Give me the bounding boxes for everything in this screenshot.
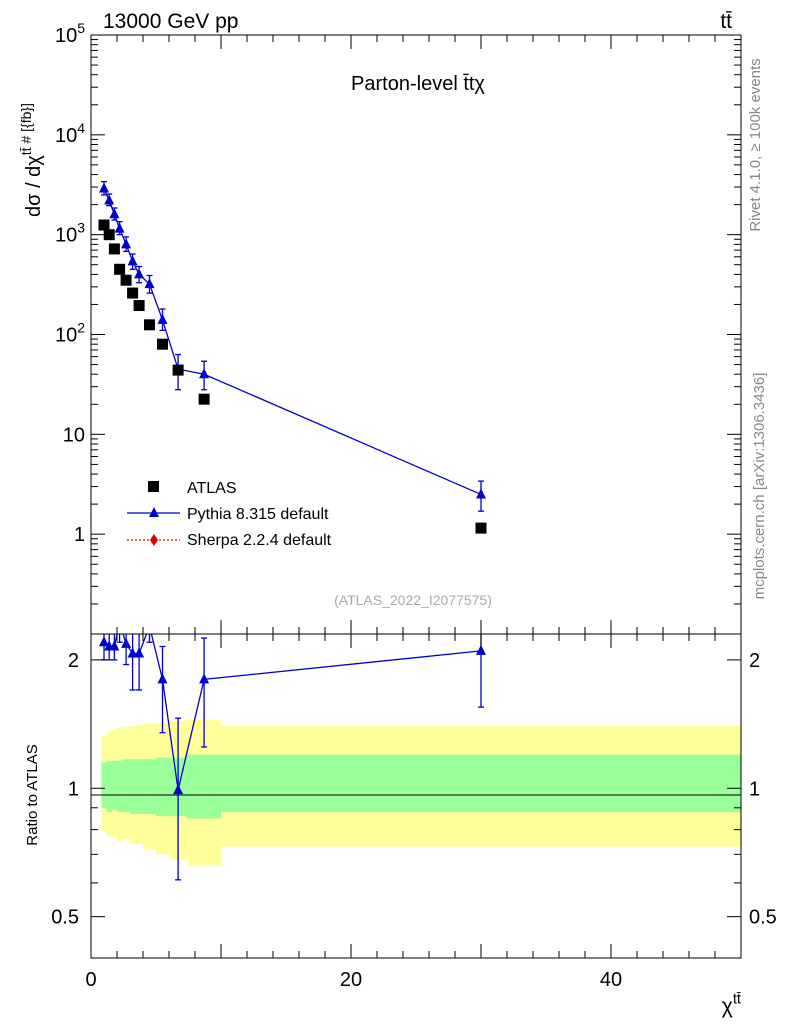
ratio-pythia-point: [199, 673, 210, 684]
ratio-pythia-point: [145, 620, 155, 630]
atlas-data-point: [172, 364, 184, 376]
main-y-axis: 1 10 102 103 104 105: [55, 20, 741, 635]
ratio-inner-band: [143, 759, 156, 815]
legend-entry-sherpa: Sherpa 2.2.4 default: [127, 532, 332, 549]
legend-sherpa-marker: [150, 534, 158, 546]
pythia-point: [114, 222, 125, 233]
ratio-pythia-point: [109, 640, 120, 651]
ratio-y-tick-label: 0.5: [51, 907, 79, 929]
atlas-data-point: [127, 287, 139, 299]
legend-pythia-marker: [149, 507, 159, 517]
atlas-data-point: [98, 219, 110, 231]
header-energy-label: 13000 GeV pp: [103, 10, 238, 33]
ratio-pythia-point: [173, 784, 184, 795]
pythia-point: [121, 238, 132, 249]
main-y-tick-label: 104: [55, 120, 85, 147]
main-y-tick-label: 105: [55, 20, 85, 47]
x-axis-label: χtt̄: [722, 992, 741, 1018]
atlas-data-point: [114, 263, 126, 275]
pythia-point: [134, 268, 145, 279]
pythia-point: [104, 194, 115, 205]
ratio-inner-band: [136, 759, 143, 815]
atlas-data-point: [133, 300, 145, 312]
ratio-pythia-point: [127, 647, 138, 658]
ratio-pythia-point: [134, 647, 145, 658]
ratio-plot-area: [99, 616, 486, 881]
main-y-tick-label: 102: [55, 320, 85, 347]
pythia-point: [109, 208, 120, 219]
atlas-data-point: [198, 393, 210, 405]
atlas-data-point: [144, 319, 155, 331]
analysis-id-label: (ATLAS_2022_I2077575): [334, 592, 492, 608]
legend-atlas-label: ATLAS: [187, 480, 237, 497]
atlas-data-point: [103, 229, 115, 241]
main-y-axis-label: dσ / dχtt̄ # [{fb}]: [18, 103, 45, 217]
main-y-tick-label: 103: [55, 220, 85, 247]
pythia-point: [476, 488, 486, 499]
ratio-y-tick-label-right: 1: [749, 778, 760, 800]
ratio-uncertainty-bands: [101, 719, 741, 866]
atlas-data-point: [475, 522, 487, 534]
legend-entry-atlas: ATLAS: [148, 480, 237, 497]
x-tick-label: 0: [85, 969, 96, 991]
main-y-tick-label: 1: [74, 524, 85, 546]
ratio-pythia-point: [157, 673, 168, 684]
ratio-pythia-point: [476, 644, 486, 655]
x-tick-label: 20: [340, 969, 362, 991]
ratio-y-tick-label: 1: [68, 778, 79, 800]
legend-entry-pythia: Pythia 8.315 default: [127, 506, 329, 523]
main-x-ticks: [90, 35, 742, 634]
ratio-inner-band: [122, 759, 130, 812]
ratio-inner-band: [101, 762, 107, 808]
ratio-inner-band: [117, 760, 123, 812]
ratio-inner-band: [111, 760, 117, 810]
main-chart-title: Parton-level t̄tχ: [351, 73, 485, 95]
pythia-point: [99, 182, 109, 193]
ratio-inner-band: [187, 754, 221, 819]
ratio-inner-band: [156, 757, 169, 817]
legend-pythia-label: Pythia 8.315 default: [187, 506, 329, 523]
ratio-y-axis: 0.5 0.5 1 1 2 2: [51, 650, 777, 929]
ratio-inner-band: [221, 754, 741, 812]
x-tick-label: 40: [600, 969, 622, 991]
atlas-data-point: [108, 243, 120, 255]
ratio-y-tick-label-right: 0.5: [749, 907, 777, 929]
rivet-version-label: Rivet 4.1.0, ≥ 100k events: [747, 58, 764, 231]
pythia-point: [127, 255, 138, 266]
main-plot-area: [98, 180, 487, 534]
ratio-inner-band: [106, 760, 112, 812]
ratio-y-tick-label-right: 2: [749, 650, 760, 672]
main-y-tick-label: 10: [63, 424, 85, 446]
mcplots-reference-label: mcplots.cern.ch [arXiv:1306.3436]: [751, 373, 768, 600]
legend-atlas-marker: [148, 481, 159, 492]
ratio-panel: 0.5 0.5 1 1 2 2 0 20 40 Ratio to ATLAS χtt̄: [24, 616, 777, 1018]
legend: ATLAS Pythia 8.315 default Sherpa 2.2.4 …: [127, 480, 332, 549]
legend-sherpa-label: Sherpa 2.2.4 default: [187, 532, 332, 549]
ratio-y-tick-label: 2: [68, 650, 79, 672]
ratio-inner-band: [130, 759, 137, 815]
main-panel: 1 10 102 103 104 105 Parton-level t̄tχ dσ / d…: [18, 20, 742, 635]
pythia-point: [144, 278, 155, 289]
ratio-y-axis-label: Ratio to ATLAS: [24, 744, 41, 845]
pythia-point: [157, 313, 168, 324]
atlas-data-point: [120, 274, 132, 286]
ratio-pythia-point: [121, 637, 132, 648]
ratio-pythia-point: [99, 636, 109, 647]
ratio-frame: [90, 633, 742, 959]
ratio-pythia-point: [115, 616, 125, 626]
header-process-label: tt̄: [720, 10, 732, 33]
ratio-pythia-series: [99, 616, 486, 881]
pythia-point: [199, 368, 210, 379]
ratio-x-axis: 0 20 40: [85, 634, 742, 991]
atlas-data-point: [157, 338, 168, 350]
